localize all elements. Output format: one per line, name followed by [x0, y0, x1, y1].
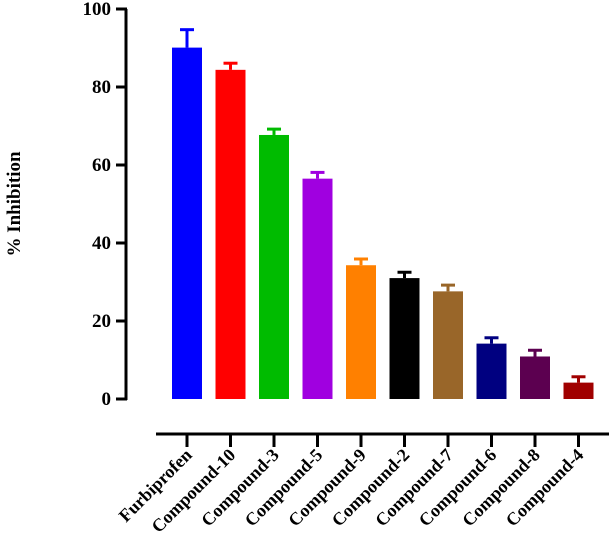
- bar-compound-7: [433, 291, 463, 399]
- bar-compound-5: [302, 178, 333, 399]
- bar-compound-9: [346, 265, 376, 399]
- y-tick-label: 80: [92, 77, 111, 98]
- y-tick-label: 40: [92, 233, 111, 254]
- x-axis: FurbiprofenCompound-10Compound-3Compound…: [115, 432, 609, 537]
- bar-compound-4: [563, 382, 594, 399]
- y-tick-label: 20: [92, 311, 111, 332]
- y-tick-label: 0: [102, 389, 112, 410]
- bar-compound-2: [389, 278, 420, 399]
- bar-compound-10: [215, 69, 246, 399]
- bars: [172, 28, 594, 400]
- bar-furbiprofen: [172, 47, 202, 400]
- y-axis-label: % Inhibition: [4, 151, 25, 257]
- bar-compound-8: [520, 356, 550, 399]
- bar-compound-6: [476, 343, 507, 399]
- y-tick-label: 100: [83, 0, 112, 20]
- bar-compound-3: [259, 134, 289, 399]
- y-axis: 0 20 40 60 80 100: [83, 0, 128, 410]
- y-tick-label: 60: [92, 155, 111, 176]
